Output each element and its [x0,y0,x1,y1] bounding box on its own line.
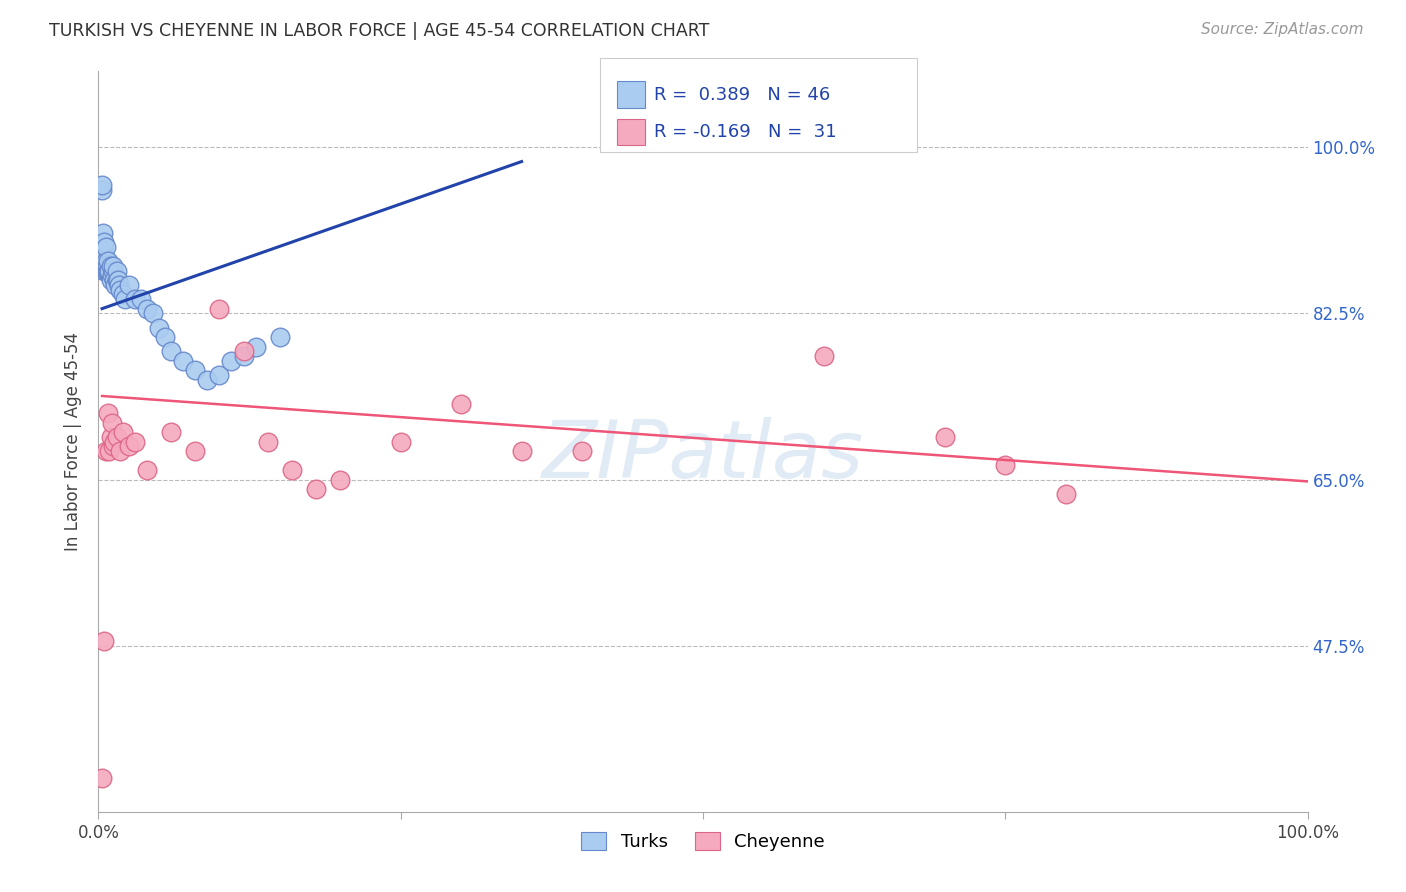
Point [107,273,129,287]
Point [129,292,152,306]
Point [98,444,121,458]
Point [232,344,254,359]
Point [100,416,122,430]
Point [105,263,128,277]
Point [118,439,141,453]
Point [100,259,122,273]
Point [98,263,121,277]
Point [108,277,131,292]
Point [124,434,146,449]
Point [184,363,207,377]
Point [104,277,127,292]
Point [93,633,115,648]
Point [91,772,114,786]
Text: R = -0.169   N =  31: R = -0.169 N = 31 [654,123,837,141]
Point [103,434,125,449]
Point [93,235,115,250]
Point [91,178,114,193]
Point [934,430,956,444]
Point [100,430,122,444]
Point [101,439,124,453]
Point [97,263,120,277]
Point [571,444,593,458]
Point [91,254,114,268]
Point [1054,487,1077,501]
Point [118,277,141,292]
Point [232,349,254,363]
Y-axis label: In Labor Force | Age 45-54: In Labor Force | Age 45-54 [65,332,83,551]
Point [93,263,115,277]
Point [153,330,176,344]
Text: TURKISH VS CHEYENNE IN LABOR FORCE | AGE 45-54 CORRELATION CHART: TURKISH VS CHEYENNE IN LABOR FORCE | AGE… [49,22,710,40]
Point [813,349,835,363]
Point [135,301,157,316]
Point [105,273,128,287]
Point [160,344,183,359]
Point [450,396,472,410]
Text: R =  0.389   N = 46: R = 0.389 N = 46 [654,86,830,103]
Text: ZIPatlas: ZIPatlas [541,417,865,495]
Legend: Turks, Cheyenne: Turks, Cheyenne [574,825,832,858]
Point [269,330,291,344]
Point [108,283,131,297]
Point [108,444,131,458]
Point [281,463,304,477]
Point [184,444,207,458]
Point [510,444,533,458]
Point [100,273,122,287]
Point [994,458,1017,473]
Point [105,430,128,444]
Point [94,254,117,268]
Point [208,368,231,383]
Point [172,354,194,368]
Point [100,268,122,283]
Text: Source: ZipAtlas.com: Source: ZipAtlas.com [1201,22,1364,37]
Point [96,263,118,277]
Point [208,301,231,316]
Point [94,240,117,254]
Point [256,434,278,449]
Point [91,183,114,197]
Point [101,263,124,277]
Point [160,425,183,439]
Point [97,254,120,268]
Point [329,473,352,487]
Point [142,306,165,320]
Point [94,263,117,277]
Point [114,292,136,306]
Point [148,320,170,334]
Point [245,340,267,354]
Point [91,240,114,254]
Point [96,259,118,273]
Point [221,354,243,368]
Point [135,463,157,477]
Point [124,292,146,306]
Point [94,444,117,458]
Point [93,250,115,264]
Point [91,226,114,240]
Point [389,434,412,449]
Point [101,259,124,273]
Point [305,482,328,496]
Point [195,373,218,387]
Point [103,273,125,287]
Point [111,425,134,439]
Point [97,406,120,420]
Point [111,287,134,301]
